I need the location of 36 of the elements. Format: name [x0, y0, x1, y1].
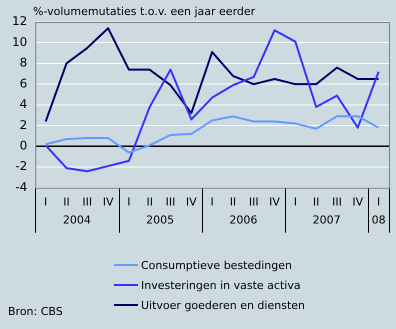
x-tick-label: III	[166, 195, 176, 208]
text: 2006	[229, 214, 258, 227]
y-tick-label: 4	[20, 97, 28, 112]
text: 2005	[146, 214, 174, 227]
x-tick-label: III	[248, 195, 259, 208]
x-tick-label: II	[63, 195, 70, 208]
x-tick-label: IV	[352, 195, 364, 208]
text: 08	[372, 214, 386, 227]
x-tick-label: I	[376, 195, 380, 208]
text: 2004	[62, 214, 91, 227]
y-tick-label: 2	[20, 118, 28, 132]
y-tick-label: 0	[20, 138, 28, 152]
x-tick-label: I	[210, 195, 214, 208]
x-tick-label: III	[82, 195, 92, 208]
y-tick-label: 8	[20, 56, 28, 70]
y-tick-label: -4	[15, 180, 28, 194]
x-tick-label: I	[127, 195, 131, 208]
text: 2007	[312, 214, 341, 227]
y-tick-label: 10	[12, 34, 28, 49]
y-tick-label: 12	[12, 14, 28, 28]
legend-label: Consumptieve bestedingen	[141, 258, 292, 272]
y-tick-label: -2	[15, 159, 28, 174]
chart-title: %-volumemutaties t.o.v. een jaar eerder	[33, 5, 256, 18]
x-tick-label: II	[230, 195, 236, 208]
x-tick-label: I	[44, 195, 48, 208]
x-tick-label: IV	[269, 195, 280, 208]
x-tick-label: IV	[186, 195, 198, 208]
text: Bron: CBS	[8, 305, 63, 318]
x-tick-label: III	[332, 195, 342, 208]
y-tick-label: 6	[20, 76, 28, 90]
x-tick-label: IV	[102, 195, 114, 208]
x-tick-label: II	[146, 195, 153, 208]
x-tick-label: II	[312, 195, 320, 208]
legend-label: Investeringen in vaste activa	[141, 278, 301, 292]
x-tick-label: I	[294, 195, 297, 208]
legend-label: Uitvoer goederen en diensten	[141, 298, 305, 312]
